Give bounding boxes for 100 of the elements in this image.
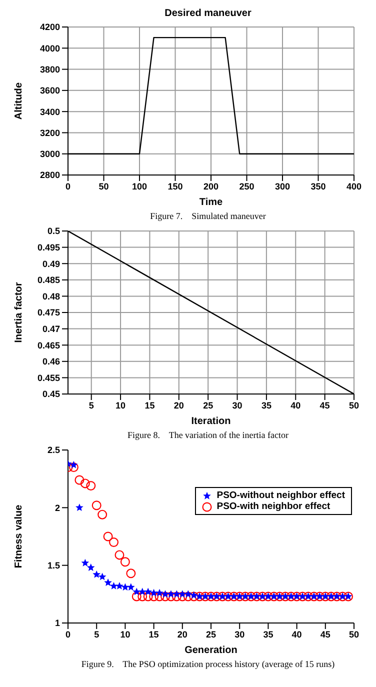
y-tick-label: 0.46 xyxy=(42,356,60,367)
point xyxy=(98,510,108,520)
x-axis-title: Generation xyxy=(184,645,238,656)
y-tick-label: 4000 xyxy=(40,43,60,54)
x-tick-label: 50 xyxy=(98,181,109,192)
x-axis-title: Time xyxy=(199,197,224,208)
x-tick-label: 50 xyxy=(348,629,360,640)
point xyxy=(103,532,113,542)
x-tick-label: 30 xyxy=(234,629,245,640)
point xyxy=(144,588,152,595)
x-tick-label: 400 xyxy=(346,181,362,192)
point xyxy=(122,584,128,590)
y-tick-label: 0.49 xyxy=(42,258,60,269)
y-tick-label: 1 xyxy=(54,618,60,628)
y-tick-label: 0.475 xyxy=(37,308,60,318)
caption: Figure 9. The PSO optimization process history (average of 15 runs) xyxy=(80,659,336,669)
y-tick-label: 0.48 xyxy=(42,291,60,302)
point xyxy=(74,475,84,485)
x-tick-label: 25 xyxy=(206,629,216,640)
y-axis-title: Fitness value xyxy=(14,504,25,568)
y-tick-label: 3400 xyxy=(40,106,60,117)
y-tick-label: 3000 xyxy=(40,149,60,160)
point xyxy=(184,590,192,597)
x-tick-label: 20 xyxy=(174,400,184,410)
y-tick-label: 0.5 xyxy=(47,226,60,236)
point xyxy=(93,571,100,578)
y-tick-label: 0.495 xyxy=(37,242,60,252)
x-tick-label: 15 xyxy=(144,400,155,410)
point xyxy=(132,592,142,602)
y-tick-label: 3800 xyxy=(40,64,60,74)
point xyxy=(128,584,134,590)
point xyxy=(154,592,164,602)
point xyxy=(116,582,123,589)
point xyxy=(109,538,119,548)
point xyxy=(82,560,88,566)
point xyxy=(120,557,130,567)
x-tick-label: 45 xyxy=(320,629,330,640)
chart-title: Desired maneuver xyxy=(164,8,252,21)
x-tick-label: 100 xyxy=(132,181,148,192)
x-tick-label: 150 xyxy=(168,181,183,192)
y-tick-label: 0.455 xyxy=(37,372,60,383)
point xyxy=(143,592,153,602)
x-tick-label: 10 xyxy=(116,400,126,410)
x-tick-label: 300 xyxy=(274,181,290,192)
point xyxy=(166,592,176,602)
x-tick-label: 50 xyxy=(348,400,360,410)
x-tick-label: 35 xyxy=(263,629,274,640)
point xyxy=(68,462,78,472)
x-tick-label: 25 xyxy=(203,400,214,410)
x-tick-label: 30 xyxy=(232,400,242,410)
point xyxy=(160,592,170,602)
y-tick-label: 1.5 xyxy=(47,560,60,571)
legend-label: PSO-without neighbor effect xyxy=(216,490,345,501)
x-tick-label: 0 xyxy=(65,629,71,640)
y-tick-label: 0.485 xyxy=(37,275,60,286)
point xyxy=(172,592,182,602)
x-axis-title: Iteration xyxy=(191,416,231,427)
legend-label: PSO-with neighbor effect xyxy=(216,501,330,512)
x-tick-label: 200 xyxy=(203,181,219,192)
x-tick-label: 10 xyxy=(120,629,130,640)
point xyxy=(149,592,159,602)
y-tick-label: 0.45 xyxy=(42,389,60,400)
x-tick-label: 20 xyxy=(177,629,188,640)
x-tick-label: 250 xyxy=(239,181,254,192)
x-tick-label: 5 xyxy=(94,629,100,640)
x-tick-label: 35 xyxy=(261,400,272,410)
x-tick-label: 15 xyxy=(148,629,159,640)
point xyxy=(92,500,102,510)
caption: Figure 8. The variation of the inertia factor xyxy=(126,430,290,440)
point xyxy=(133,588,140,595)
y-tick-label: 3200 xyxy=(40,128,60,138)
x-tick-label: 5 xyxy=(88,400,94,410)
point xyxy=(104,579,112,586)
point xyxy=(156,590,163,596)
y-tick-label: 2800 xyxy=(40,170,60,180)
point xyxy=(126,568,136,578)
x-tick-label: 40 xyxy=(290,400,301,410)
point xyxy=(179,590,186,597)
y-tick-label: 2.5 xyxy=(47,445,60,456)
point xyxy=(114,550,124,560)
x-tick-label: 40 xyxy=(292,629,302,640)
y-tick-label: 0.47 xyxy=(42,324,60,334)
point xyxy=(190,592,198,598)
point xyxy=(139,588,146,595)
y-tick-label: 0.465 xyxy=(37,340,60,350)
x-tick-label: 350 xyxy=(310,181,326,192)
point xyxy=(76,504,83,510)
point xyxy=(168,590,174,597)
y-tick-label: 4200 xyxy=(40,22,60,32)
point xyxy=(189,592,199,602)
point xyxy=(110,582,117,589)
y-tick-label: 3600 xyxy=(40,86,60,96)
y-axis-title: Inertia factor xyxy=(14,282,25,343)
y-tick-label: 2 xyxy=(54,502,60,513)
point xyxy=(138,592,148,602)
y-axis-title: Altitude xyxy=(14,82,25,120)
x-tick-label: 0 xyxy=(65,181,71,192)
point xyxy=(80,478,90,488)
point xyxy=(183,592,193,602)
caption: Figure 7. Simulated maneuver xyxy=(149,211,267,221)
